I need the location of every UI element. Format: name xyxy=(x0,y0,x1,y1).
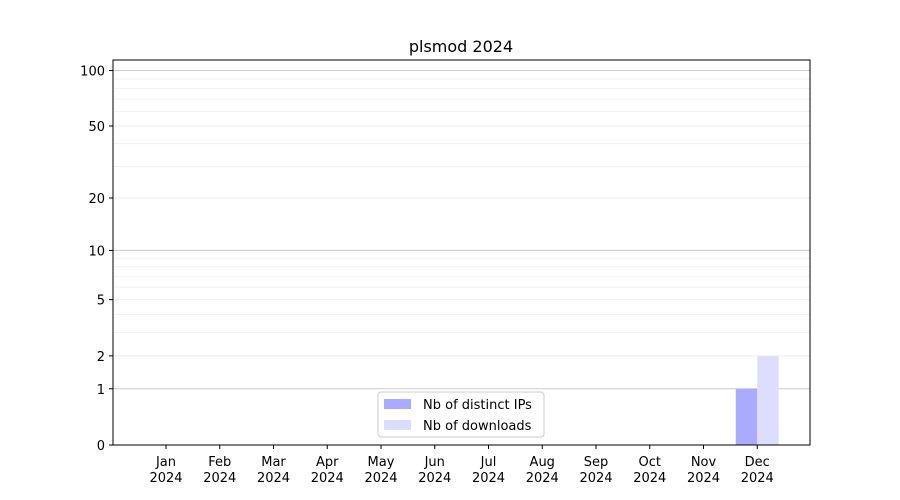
y-tick-label: 2 xyxy=(97,350,105,365)
legend-label-ips: Nb of distinct IPs xyxy=(423,398,532,413)
y-tick-label: 0 xyxy=(97,439,105,454)
gridlines xyxy=(113,70,810,390)
y-tick-label: 50 xyxy=(88,120,105,135)
x-tick-label: Oct 2024 xyxy=(633,455,666,486)
x-tick-label: Nov 2024 xyxy=(687,455,720,486)
legend-swatch-ips xyxy=(384,399,411,409)
bar-downloads xyxy=(757,355,779,445)
x-axis: Jan 2024 Feb 2024 Mar 2024 Apr 2024 May 2024 Jun 20… xyxy=(149,445,774,486)
x-tick-label: Jul 2024 xyxy=(472,455,505,486)
y-tick-label: 10 xyxy=(88,244,105,259)
y-tick-label: 5 xyxy=(97,294,105,309)
x-tick-label: Apr 2024 xyxy=(311,455,344,486)
legend-box xyxy=(377,391,545,438)
x-tick-label: Jun 2024 xyxy=(418,455,451,486)
legend: Nb of distinct IPs Nb of downloads xyxy=(377,391,545,438)
bar-ips xyxy=(735,388,758,445)
x-tick-label: Feb 2024 xyxy=(203,455,236,486)
legend-swatch-downloads xyxy=(384,420,411,430)
chart-title: plsmod 2024 xyxy=(409,37,513,56)
x-tick-label: Sep 2024 xyxy=(579,455,612,486)
x-tick-label: Jan 2024 xyxy=(149,455,182,486)
y-tick-label: 100 xyxy=(80,65,105,80)
legend-label-downloads: Nb of downloads xyxy=(423,419,532,434)
x-tick-label: Aug 2024 xyxy=(526,455,559,486)
x-tick-label: Dec 2024 xyxy=(741,455,774,486)
bars xyxy=(735,355,779,445)
x-tick-label: May 2024 xyxy=(364,455,397,486)
y-tick-label: 1 xyxy=(97,383,105,398)
x-tick-label: Mar 2024 xyxy=(257,455,290,486)
y-axis: 0 1 2 5 10 20 50 100 xyxy=(80,65,113,454)
plot-frame xyxy=(112,59,811,446)
y-tick-label: 20 xyxy=(88,192,105,207)
